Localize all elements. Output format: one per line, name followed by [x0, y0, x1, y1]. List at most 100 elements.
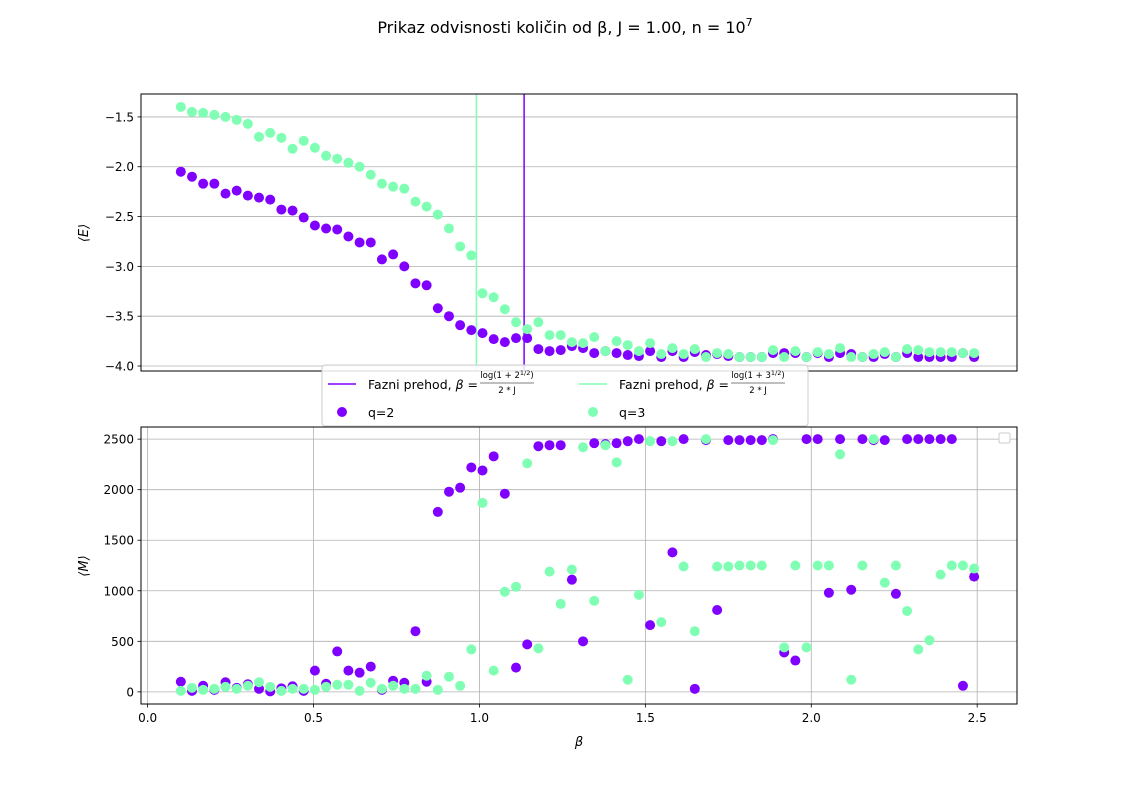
energy-point-q2 [611, 348, 622, 359]
magnetization-point-q3 [410, 683, 421, 694]
magnetization-point-q2 [723, 435, 734, 446]
magnetization-point-q2 [533, 441, 544, 452]
magnetization-point-q3 [343, 679, 354, 690]
magnetization-point-q3 [700, 434, 711, 445]
energy-point-q3 [332, 153, 343, 164]
energy-point-q3 [287, 143, 298, 154]
energy-point-q3 [399, 183, 410, 194]
magnetization-point-q3 [913, 644, 924, 655]
energy-point-q3 [633, 346, 644, 357]
magnetization-point-q2 [745, 435, 756, 446]
energy-point-q2 [455, 320, 466, 331]
magnetization-point-q3 [633, 589, 644, 600]
magnetization-point-q2 [667, 547, 678, 558]
magnetization-point-q3 [466, 644, 477, 655]
legend-q3-label: q=3 [619, 405, 645, 420]
magnetization-point-q3 [790, 560, 801, 571]
magnetization-point-q3 [522, 458, 533, 469]
magnetization-point-q3 [745, 560, 756, 571]
magnetization-x-ticks: 0.0 0.5 1.0 1.5 2.0 2.5 [138, 704, 987, 725]
magnetization-point-q2 [924, 434, 935, 445]
magnetization-ytick-label: 1500 [103, 534, 134, 548]
energy-point-q3 [220, 111, 231, 122]
magnetization-point-q3 [622, 674, 633, 685]
empty-legend-box [998, 432, 1011, 444]
magnetization-y-axis-label: ⟨M⟩ [77, 555, 92, 576]
energy-point-q2 [466, 325, 477, 336]
magnetization-points [175, 434, 980, 697]
magnetization-point-q3 [734, 560, 745, 571]
magnetization-point-q3 [566, 564, 577, 575]
energy-point-q3 [723, 349, 734, 360]
energy-point-q3 [198, 107, 209, 118]
magnetization-point-q3 [321, 681, 332, 692]
magnetization-point-q3 [689, 626, 700, 637]
magnetization-point-q2 [443, 486, 454, 497]
energy-point-q3 [321, 150, 332, 161]
magnetization-point-q2 [633, 434, 644, 445]
phase-transition-lines [475, 94, 525, 371]
magnetization-point-q2 [432, 506, 443, 517]
energy-point-q3 [209, 109, 220, 120]
magnetization-point-q3 [455, 680, 466, 691]
energy-point-q3 [600, 346, 611, 357]
magnetization-point-q3 [611, 457, 622, 468]
energy-point-q2 [622, 350, 633, 361]
magnetization-point-q3 [544, 566, 555, 577]
magnetization-point-q2 [957, 680, 968, 691]
legend-q3-denominator: 2 * J [749, 386, 767, 396]
energy-point-q2 [309, 220, 320, 231]
magnetization-point-q3 [578, 442, 589, 453]
magnetization-point-q3 [477, 497, 488, 508]
magnetization-point-q2 [857, 434, 868, 445]
magnetization-point-q3 [533, 643, 544, 654]
energy-point-q2 [220, 188, 231, 199]
energy-grid [141, 116, 1017, 367]
magnetization-point-q3 [678, 561, 689, 572]
energy-point-q3 [298, 135, 309, 146]
magnetization-point-q2 [455, 482, 466, 493]
magnetization-ytick-label: 500 [111, 635, 134, 649]
magnetization-point-q3 [298, 683, 309, 694]
magnetization-point-q3 [499, 586, 510, 597]
magnetization-point-q3 [287, 683, 298, 694]
energy-point-q3 [432, 209, 443, 220]
energy-points [175, 101, 980, 363]
energy-point-q3 [857, 352, 868, 363]
magnetization-xtick-label: 1.0 [470, 711, 489, 725]
magnetization-point-q3 [656, 617, 667, 628]
magnetization-point-q3 [779, 642, 790, 653]
energy-point-q3 [913, 345, 924, 356]
energy-point-q2 [477, 328, 488, 339]
energy-point-q2 [913, 352, 924, 363]
magnetization-point-q3 [600, 440, 611, 451]
energy-point-q3 [522, 324, 533, 335]
energy-point-q3 [823, 349, 834, 360]
magnetization-xtick-label: 2.5 [968, 711, 987, 725]
magnetization-point-q3 [421, 670, 432, 681]
magnetization-point-q2 [410, 626, 421, 637]
magnetization-point-q2 [566, 574, 577, 585]
legend-q2-line-label: Fazni prehod, β = [368, 377, 478, 392]
magnetization-point-q2 [801, 434, 812, 445]
magnetization-point-q2 [835, 434, 846, 445]
magnetization-point-q2 [365, 661, 376, 672]
magnetization-point-q3 [868, 434, 879, 445]
magnetization-point-q2 [689, 683, 700, 694]
magnetization-point-q2 [332, 646, 343, 657]
magnetization-point-q3 [231, 683, 242, 694]
magnetization-point-q2 [499, 488, 510, 499]
energy-point-q2 [265, 194, 276, 205]
energy-point-q3 [712, 348, 723, 359]
magnetization-point-q2 [578, 636, 589, 647]
energy-y-axis-label: ⟨E⟩ [77, 224, 92, 242]
energy-point-q3 [589, 332, 600, 343]
energy-point-q3 [555, 330, 566, 341]
magnetization-point-q2 [555, 440, 566, 451]
magnetization-point-q2 [946, 434, 957, 445]
energy-point-q3 [622, 340, 633, 351]
energy-point-q3 [499, 304, 510, 315]
magnetization-point-q3 [388, 680, 399, 691]
legend-q2-denominator: 2 * J [498, 386, 516, 396]
